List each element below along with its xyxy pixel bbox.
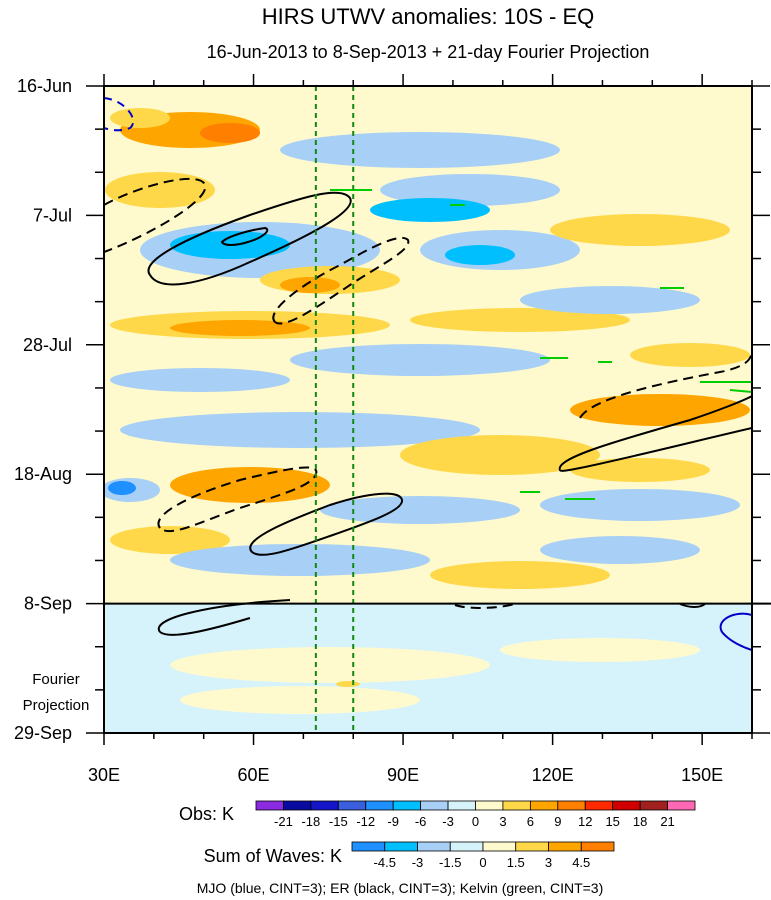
y-tick-label: 16-Jun: [17, 76, 72, 96]
colorbar-tick-label: 21: [660, 814, 674, 829]
x-tick-label: 60E: [238, 765, 270, 785]
mjo-contours: [104, 97, 752, 651]
colorbar-swatch: [529, 800, 559, 811]
colorbar-tick-label: 3: [545, 855, 552, 870]
colorbar-tick-label: -15: [329, 814, 348, 829]
colorbar-swatch: [515, 841, 549, 852]
y-tick-label: 28-Jul: [23, 335, 72, 355]
colorbar-tick-label: 0: [472, 814, 479, 829]
projection-label-line2: Projection: [23, 697, 90, 714]
colorbar-swatch: [447, 800, 476, 811]
colorbar-tick-label: -9: [387, 814, 399, 829]
colorbar-swatch: [584, 800, 614, 811]
y-tick-label: 7-Jul: [33, 205, 72, 225]
x-axis: 30E 60E 90E 120E 150E: [88, 74, 753, 785]
obs-colorbar: -21 -18 -15 -12 -9 -6 -3 0 3 6 9 12 15 18 21: [255, 800, 696, 829]
colorbar-tick-label: -1.5: [439, 855, 461, 870]
colorbar-tick-label: 6: [527, 814, 534, 829]
colorbar-tick-label: -6: [415, 814, 427, 829]
plot-frame: [103, 85, 753, 734]
colorbar-swatch: [639, 800, 668, 811]
colorbar-swatch: [475, 800, 504, 811]
colorbar-tick-label: 12: [578, 814, 592, 829]
colorbar-tick-label: 15: [605, 814, 619, 829]
x-tick-label: 150E: [681, 765, 723, 785]
colorbar-swatch: [384, 841, 418, 852]
colorbar-swatch: [420, 800, 449, 811]
waves-colorbar-label: Sum of Waves: K: [204, 846, 342, 866]
y-tick-label: 8-Sep: [24, 594, 72, 614]
y-tick-label: 18-Aug: [14, 464, 72, 484]
colorbar-swatch: [502, 800, 531, 811]
colorbar-swatch: [667, 800, 696, 811]
colorbar-swatch: [612, 800, 641, 811]
anomaly-shading: [104, 108, 752, 733]
x-tick-label: 120E: [532, 765, 574, 785]
colorbar-swatch: [417, 841, 451, 852]
chart-subtitle: 16-Jun-2013 to 8-Sep-2013 + 21-day Fouri…: [207, 42, 650, 62]
colorbar-swatch: [392, 800, 422, 811]
colorbar-swatch: [482, 841, 517, 852]
colorbar-swatch: [548, 841, 582, 852]
x-tick-label: 90E: [387, 765, 419, 785]
kelvin-contours: [330, 189, 752, 500]
chart-title: HIRS UTWV anomalies: 10S - EQ: [262, 4, 595, 29]
colorbar-swatch: [557, 800, 586, 811]
colorbar-tick-label: -4.5: [374, 855, 396, 870]
colorbar-tick-label: 1.5: [507, 855, 525, 870]
colorbar-tick-label: 0: [479, 855, 486, 870]
contour-legend: MJO (blue, CINT=3); ER (black, CINT=3); …: [197, 880, 604, 896]
colorbar-tick-label: 4.5: [572, 855, 590, 870]
projection-label-line1: Fourier: [32, 671, 80, 688]
colorbar-tick-label: -21: [274, 814, 293, 829]
colorbar-swatch: [449, 841, 484, 852]
y-tick-label: 29-Sep: [14, 723, 72, 743]
plot-field: [104, 86, 752, 733]
colorbar-swatch: [365, 800, 394, 811]
colorbar-tick-label: -18: [301, 814, 320, 829]
x-tick-label: 30E: [88, 765, 120, 785]
waves-colorbar: -4.5 -3 -1.5 0 1.5 3 4.5: [351, 841, 615, 870]
colorbar-tick-label: -3: [412, 855, 424, 870]
colorbar-tick-label: 18: [633, 814, 647, 829]
colorbar-swatch: [283, 800, 312, 811]
colorbar-swatch: [580, 841, 615, 852]
colorbar-tick-label: -12: [356, 814, 375, 829]
colorbar-tick-label: -3: [442, 814, 454, 829]
colorbar-tick-label: 3: [499, 814, 506, 829]
y-axis: 16-Jun 7-Jul 28-Jul 18-Aug 8-Sep 29-Sep: [14, 76, 770, 743]
obs-colorbar-label: Obs: K: [179, 804, 234, 824]
colorbar-swatch: [337, 800, 367, 811]
colorbar-swatch: [255, 800, 284, 811]
colorbar-swatch: [351, 841, 386, 852]
colorbar-swatch: [310, 800, 339, 811]
colorbar-tick-label: 9: [554, 814, 561, 829]
